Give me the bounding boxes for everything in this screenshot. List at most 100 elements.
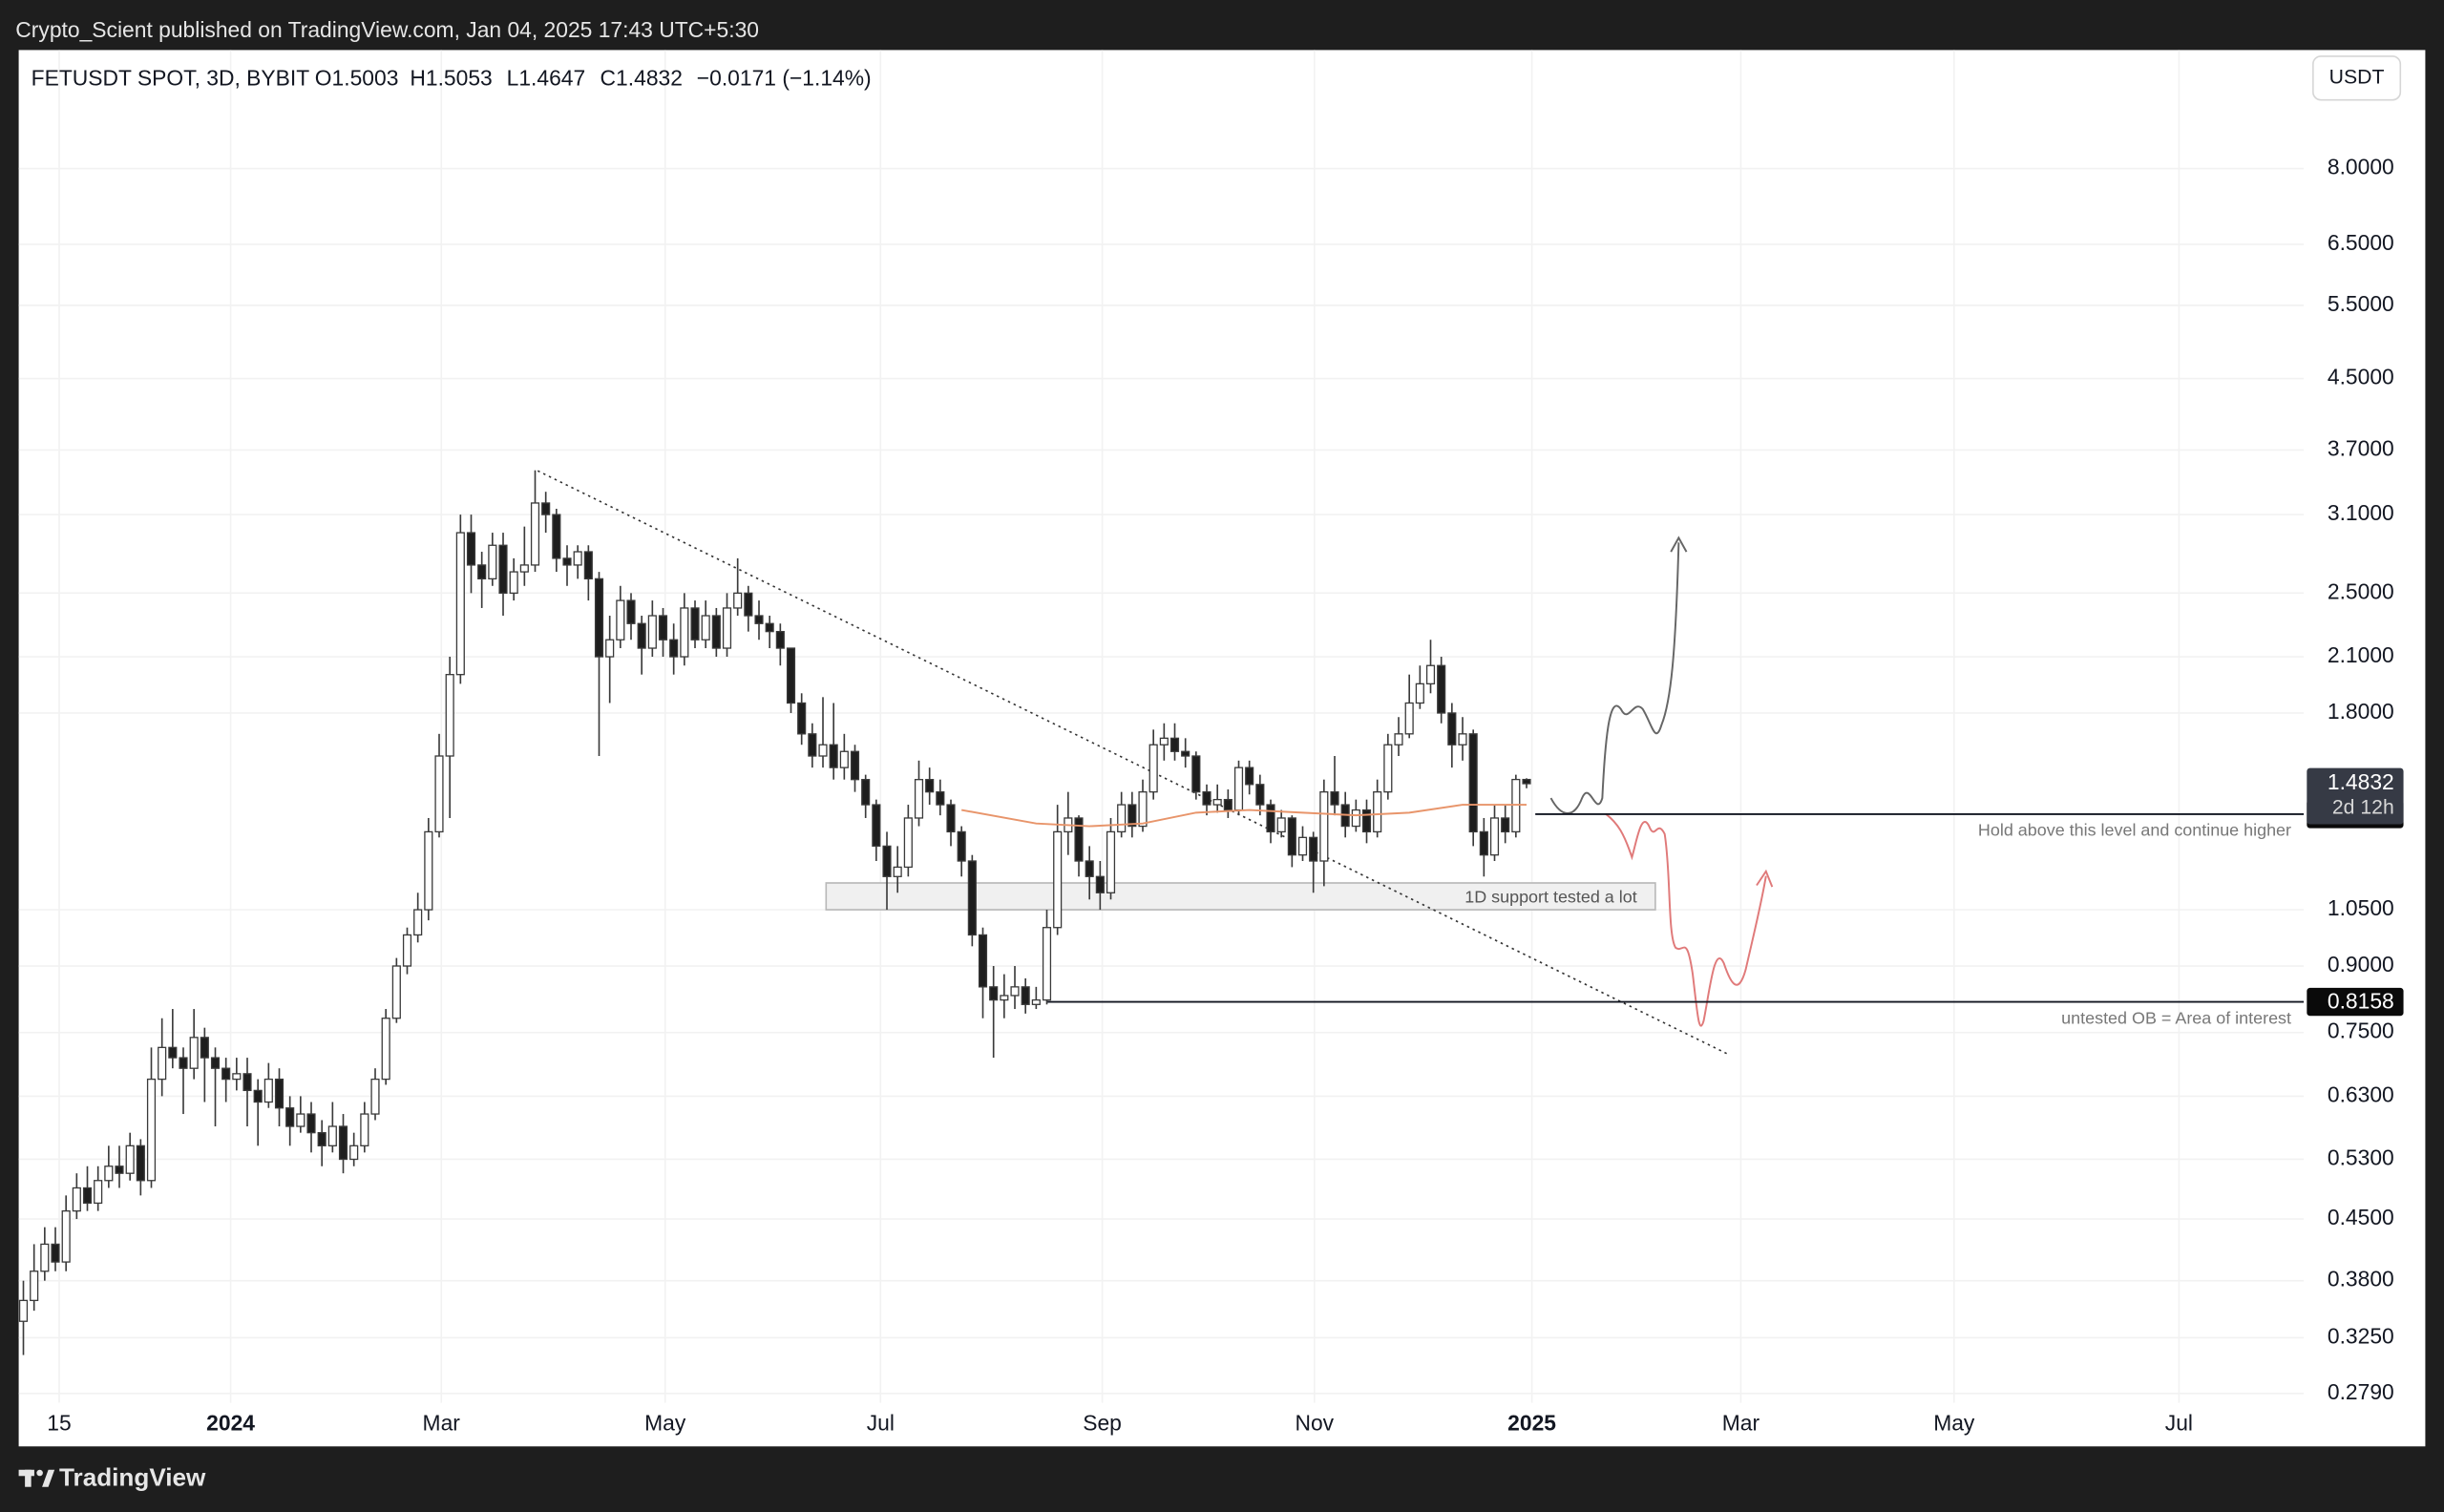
y-tick-label: 0.5300	[2328, 1145, 2394, 1170]
candle-body	[711, 615, 721, 649]
candle-body	[605, 639, 615, 658]
currency-button[interactable]	[2312, 55, 2402, 101]
candle-body	[1245, 766, 1254, 786]
candle-body	[274, 1078, 284, 1109]
candle-body	[1085, 860, 1094, 877]
high-label: H1.5053	[410, 65, 492, 90]
candle-body	[1522, 778, 1531, 785]
candle-body	[1095, 875, 1105, 893]
candle-body	[1276, 817, 1286, 833]
publisher-line: Crypto_Scient published on TradingView.c…	[15, 17, 759, 42]
candle-body	[946, 804, 956, 833]
x-tick-label: May	[644, 1410, 686, 1435]
candle-body	[1127, 804, 1137, 828]
candle-body	[1415, 682, 1424, 704]
x-tick-label: Jul	[2165, 1410, 2193, 1435]
candle-body	[253, 1089, 263, 1103]
candle-body	[94, 1180, 103, 1205]
countdown-label: 2d 12h	[2332, 797, 2394, 819]
candle-body	[829, 744, 838, 768]
candle-body	[1148, 744, 1158, 793]
currency-label[interactable]: USDT	[2329, 66, 2385, 88]
candle-body	[669, 639, 679, 658]
candle-body	[1330, 790, 1339, 806]
candle-body	[1404, 702, 1414, 735]
candle-body	[594, 578, 604, 658]
candle-body	[562, 557, 572, 566]
candle-body	[1309, 836, 1318, 862]
y-tick-label: 5.5000	[2328, 291, 2394, 316]
candle-body	[136, 1144, 145, 1182]
candle-body	[786, 647, 796, 704]
candle-body	[1106, 830, 1116, 893]
y-tick-label: 6.5000	[2328, 230, 2394, 255]
candle-body	[125, 1144, 135, 1174]
candle-body	[658, 615, 668, 640]
candle-body	[797, 702, 807, 735]
x-tick-label: Sep	[1083, 1410, 1122, 1435]
candle-body	[936, 790, 945, 806]
candle-body	[381, 1018, 390, 1081]
candle-body	[1223, 798, 1233, 811]
candle-body	[744, 592, 753, 617]
y-tick-label: 1.0500	[2328, 895, 2394, 920]
candle-body	[925, 779, 935, 793]
y-tick-label: 0.3800	[2328, 1267, 2394, 1292]
candle-body	[61, 1209, 71, 1263]
support-zone-box	[825, 882, 1656, 911]
candle-body	[989, 986, 999, 1001]
candle-body	[818, 744, 828, 757]
level-note: untested OB = Area of interest	[2061, 1008, 2291, 1027]
candle-body	[370, 1078, 380, 1115]
x-tick-label: 2025	[1507, 1410, 1556, 1435]
x-tick-label: 15	[47, 1410, 71, 1435]
candle-body	[434, 755, 444, 833]
candle-body	[1479, 830, 1488, 856]
open-label: O1.5003	[315, 65, 399, 90]
candle-body	[1373, 790, 1382, 833]
x-tick-label: 2024	[206, 1410, 255, 1435]
change-label: −0.0171 (−1.14%)	[697, 65, 872, 90]
candle-body	[168, 1046, 178, 1059]
candle-body	[1351, 808, 1360, 828]
x-tick-label: May	[1933, 1410, 1975, 1435]
candle-body	[680, 607, 689, 658]
candle-body	[232, 1073, 242, 1081]
support-zone-label: 1D support tested a lot	[1464, 887, 1636, 906]
candle-body	[1468, 733, 1478, 833]
y-tick-label: 0.2790	[2328, 1379, 2394, 1404]
candle-body	[530, 502, 540, 566]
candle-body	[1212, 798, 1222, 806]
candle-body	[210, 1057, 221, 1069]
candle-body	[957, 830, 966, 862]
candle-body	[402, 934, 412, 967]
tv-logo	[18, 1469, 55, 1487]
candle-body	[466, 532, 476, 566]
candle-body	[861, 779, 871, 806]
last-price-label: 1.4832	[2328, 769, 2394, 794]
candle-body	[839, 750, 849, 768]
candle-body	[104, 1166, 114, 1182]
y-tick-label: 2.1000	[2328, 642, 2394, 667]
candle-body	[754, 615, 764, 624]
candle-body	[647, 615, 657, 649]
candle-body	[360, 1113, 369, 1146]
candle-body	[424, 830, 433, 911]
y-tick-label: 0.3250	[2328, 1324, 2394, 1349]
candle-body	[51, 1243, 60, 1263]
candle-body	[583, 551, 593, 580]
candle-body	[1159, 737, 1169, 746]
candle-body	[701, 615, 710, 640]
candle-body	[413, 909, 423, 936]
candle-body	[349, 1144, 359, 1161]
candle-body	[872, 804, 881, 848]
candle-body	[509, 571, 518, 595]
candle-body	[189, 1037, 199, 1069]
candle-body	[455, 532, 465, 676]
y-tick-label: 0.7500	[2328, 1018, 2394, 1043]
candle-body	[200, 1037, 209, 1059]
candle-body	[179, 1057, 188, 1069]
candle-body	[285, 1107, 295, 1127]
candle-body	[1361, 808, 1372, 833]
